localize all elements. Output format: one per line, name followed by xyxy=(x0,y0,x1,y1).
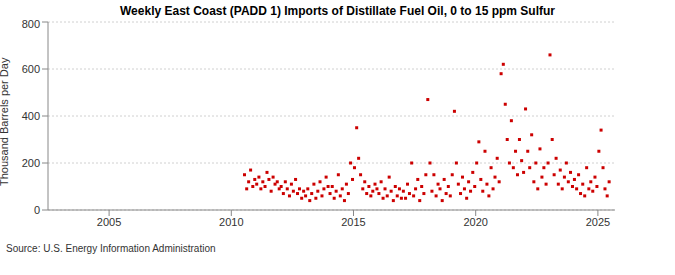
svg-text:2020: 2020 xyxy=(463,216,487,228)
svg-text:0: 0 xyxy=(34,204,40,216)
svg-text:Thousand Barrels per Day: Thousand Barrels per Day xyxy=(8,57,10,186)
svg-text:600: 600 xyxy=(22,63,40,75)
svg-text:400: 400 xyxy=(22,110,40,122)
svg-text:200: 200 xyxy=(22,157,40,169)
html-text:Weekly East Coast (PADD 1) Imp: Weekly East Coast (PADD 1) Imports of Di… xyxy=(120,4,555,18)
svg-text:2005: 2005 xyxy=(97,216,121,228)
svg-text:2025: 2025 xyxy=(586,216,610,228)
svg-text:800: 800 xyxy=(22,18,40,30)
svg-text:2010: 2010 xyxy=(219,216,243,228)
html-text:Source: U.S. Energy Informatio: Source: U.S. Energy Information Administ… xyxy=(6,243,216,254)
svg-text:2015: 2015 xyxy=(341,216,365,228)
